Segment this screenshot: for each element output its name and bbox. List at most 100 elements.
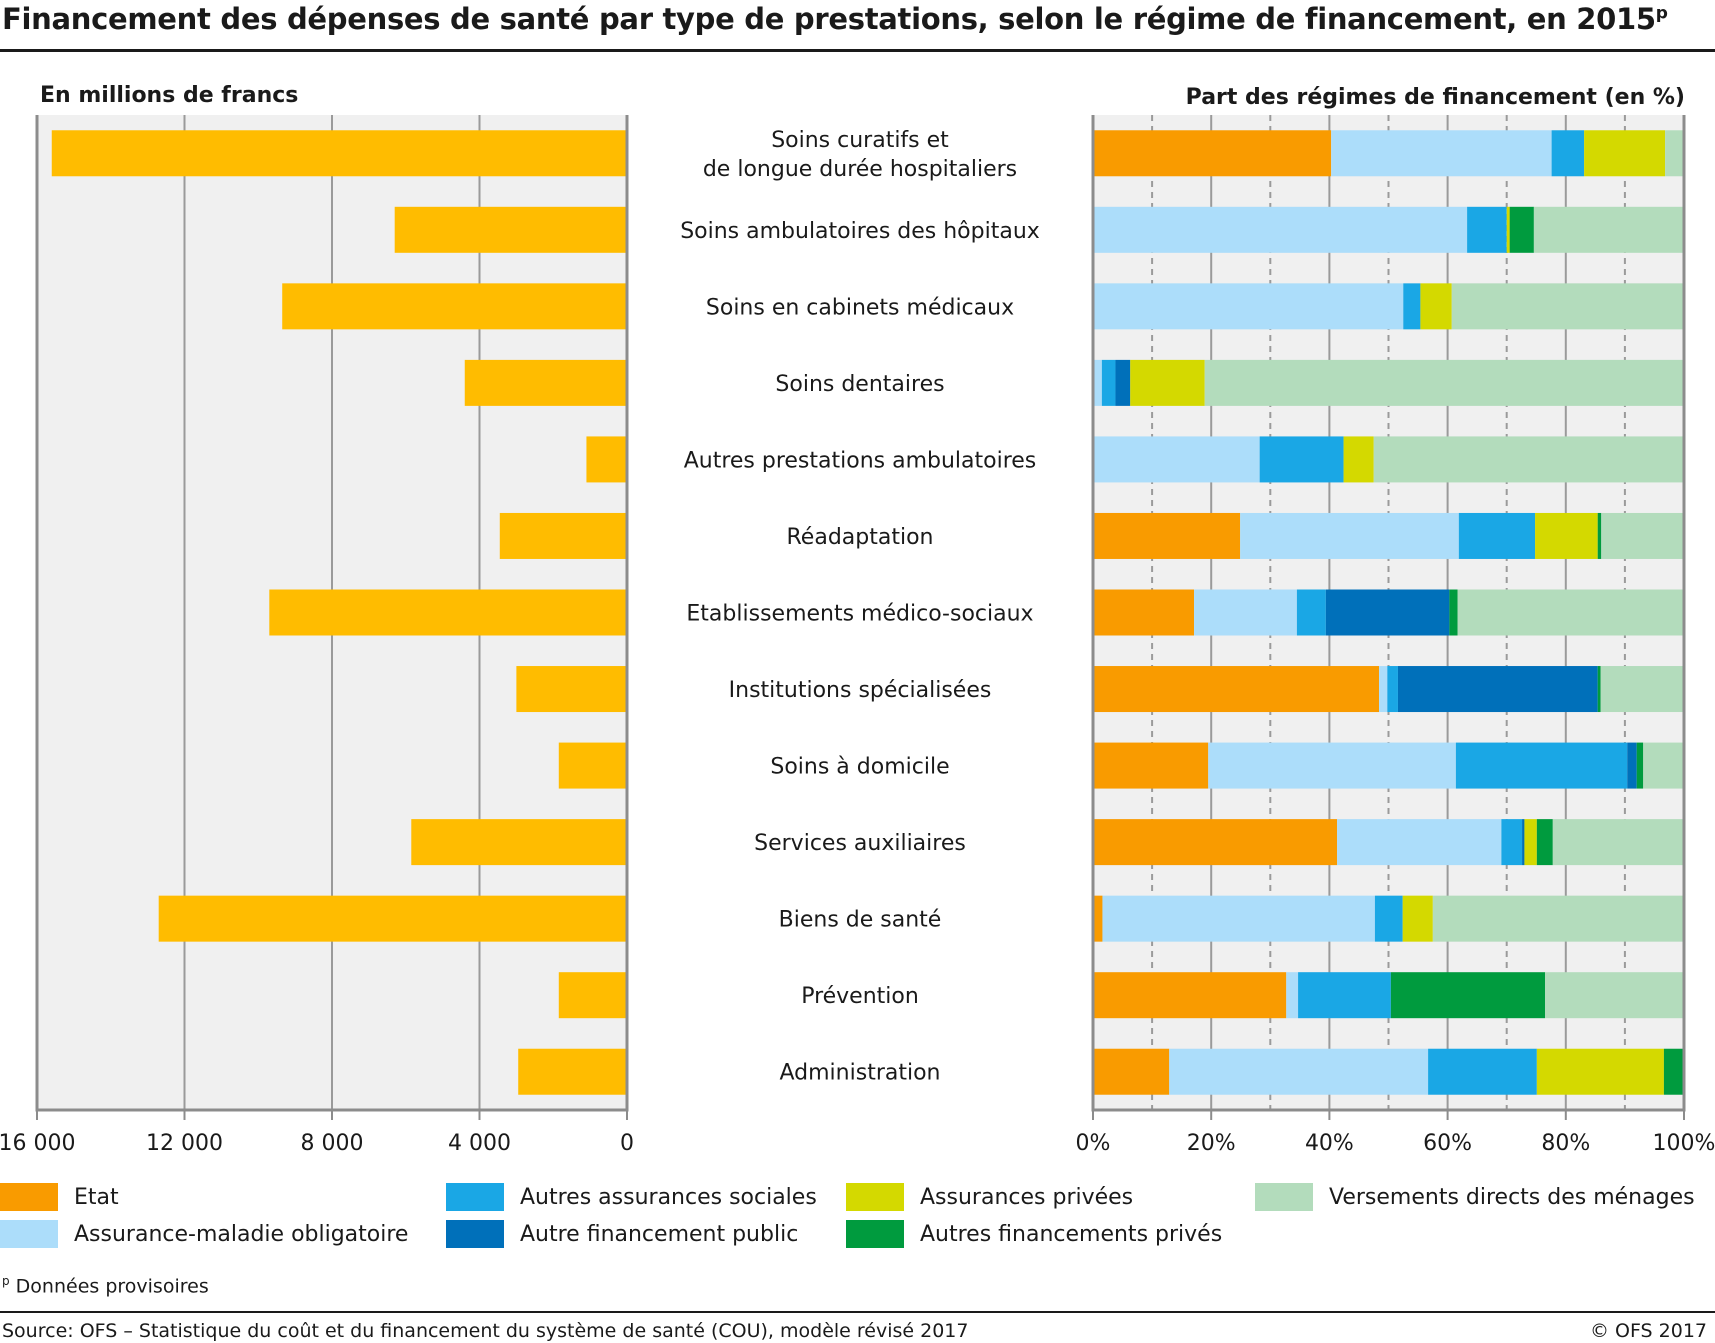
stacked-segment bbox=[1636, 742, 1644, 789]
stacked-segment bbox=[1457, 589, 1684, 636]
legend-swatch bbox=[846, 1183, 904, 1211]
left-bar bbox=[394, 206, 627, 253]
stacked-segment bbox=[1449, 589, 1458, 636]
stacked-segment bbox=[1467, 206, 1507, 253]
legend-item: Assurances privées bbox=[846, 1182, 1133, 1212]
left-tick-label: 0 bbox=[620, 1131, 634, 1156]
provisional-marker: p bbox=[1655, 3, 1668, 24]
stacked-segment bbox=[1093, 512, 1241, 559]
category-label: Services auxiliaires bbox=[754, 831, 966, 856]
stacked-segment bbox=[1286, 972, 1299, 1019]
stacked-segment bbox=[1402, 895, 1433, 942]
left-tick-label: 12 000 bbox=[146, 1131, 223, 1156]
stacked-segment bbox=[1458, 512, 1536, 559]
left-tick-label: 8 000 bbox=[301, 1131, 364, 1156]
left-bar bbox=[51, 130, 627, 177]
left-bar bbox=[518, 1048, 627, 1095]
right-axis-label: Part des régimes de financement (en %) bbox=[1186, 85, 1685, 110]
legend-item: Versements directs des ménages bbox=[1255, 1182, 1695, 1212]
stacked-segment bbox=[1545, 972, 1684, 1019]
legend-label: Versements directs des ménages bbox=[1329, 1184, 1695, 1210]
stacked-segment bbox=[1536, 1048, 1664, 1095]
right-tick-label: 20% bbox=[1187, 1131, 1236, 1156]
legend-swatch bbox=[446, 1220, 504, 1248]
stacked-segment bbox=[1093, 283, 1404, 330]
stacked-segment bbox=[1240, 512, 1459, 559]
stacked-segment bbox=[1115, 359, 1131, 406]
chart-canvas: En millions de francs Part des régimes d… bbox=[0, 83, 1715, 1156]
category-label: Soins curatifs et bbox=[771, 128, 949, 153]
left-bar bbox=[516, 666, 627, 713]
stacked-segment bbox=[1506, 206, 1510, 253]
legend-label: Assurances privées bbox=[920, 1184, 1134, 1210]
stacked-segment bbox=[1101, 359, 1116, 406]
stacked-segment bbox=[1093, 1048, 1170, 1095]
stacked-segment bbox=[1296, 589, 1326, 636]
stacked-segment bbox=[1584, 130, 1666, 177]
stacked-segment bbox=[1102, 895, 1375, 942]
category-label: Etablissements médico-sociaux bbox=[686, 602, 1033, 627]
left-tick-label: 16 000 bbox=[0, 1131, 75, 1156]
footnote-text: Données provisoires bbox=[15, 1275, 209, 1298]
stacked-segment bbox=[1522, 819, 1525, 866]
stacked-segment bbox=[1451, 283, 1684, 330]
stacked-segment bbox=[1420, 283, 1452, 330]
right-tick-label: 0% bbox=[1076, 1131, 1111, 1156]
stacked-segment bbox=[1501, 819, 1523, 866]
right-tick-label: 100% bbox=[1653, 1131, 1715, 1156]
stacked-segment bbox=[1536, 819, 1553, 866]
legend-item: Autre financement public bbox=[446, 1219, 798, 1249]
stacked-segment bbox=[1093, 206, 1468, 253]
footnote: p Données provisoires bbox=[2, 1274, 209, 1297]
category-label: Prévention bbox=[801, 984, 919, 1009]
left-bar bbox=[586, 436, 627, 483]
category-label: Soins en cabinets médicaux bbox=[706, 295, 1014, 320]
legend-label: Autres financements privés bbox=[920, 1221, 1223, 1247]
left-bar bbox=[411, 819, 627, 866]
stacked-segment bbox=[1509, 206, 1534, 253]
footnote-marker: p bbox=[2, 1274, 10, 1288]
stacked-segment bbox=[1169, 1048, 1429, 1095]
stacked-segment bbox=[1387, 666, 1398, 713]
stacked-segment bbox=[1093, 895, 1103, 942]
legend-swatch bbox=[846, 1220, 904, 1248]
stacked-segment bbox=[1093, 589, 1195, 636]
left-tick-label: 4 000 bbox=[448, 1131, 511, 1156]
legend-item: Autres assurances sociales bbox=[446, 1182, 817, 1212]
right-tick-label: 40% bbox=[1305, 1131, 1354, 1156]
stacked-segment bbox=[1428, 1048, 1537, 1095]
category-label: Autres prestations ambulatoires bbox=[684, 448, 1037, 473]
title-rule bbox=[0, 49, 1715, 52]
stacked-segment bbox=[1397, 666, 1598, 713]
category-label: Soins à domicile bbox=[770, 755, 949, 780]
stacked-segment bbox=[1403, 283, 1421, 330]
category-label: Réadaptation bbox=[787, 525, 934, 550]
stacked-segment bbox=[1600, 666, 1684, 713]
stacked-segment bbox=[1551, 130, 1585, 177]
right-tick-label: 80% bbox=[1541, 1131, 1590, 1156]
stacked-segment bbox=[1373, 436, 1684, 483]
left-bar bbox=[558, 742, 627, 789]
stacked-segment bbox=[1093, 130, 1332, 177]
stacked-segment bbox=[1093, 359, 1102, 406]
stacked-segment bbox=[1208, 742, 1456, 789]
stacked-segment bbox=[1204, 359, 1684, 406]
left-bar bbox=[499, 512, 627, 559]
stacked-segment bbox=[1535, 512, 1598, 559]
stacked-segment bbox=[1337, 819, 1502, 866]
right-tick-label: 60% bbox=[1423, 1131, 1472, 1156]
stacked-segment bbox=[1093, 972, 1287, 1019]
stacked-segment bbox=[1343, 436, 1374, 483]
legend-label: Autres assurances sociales bbox=[520, 1184, 817, 1210]
stacked-segment bbox=[1663, 1048, 1684, 1095]
stacked-segment bbox=[1524, 819, 1537, 866]
legend-label: Etat bbox=[74, 1184, 119, 1210]
stacked-segment bbox=[1665, 130, 1684, 177]
legend-swatch bbox=[0, 1220, 58, 1248]
stacked-segment bbox=[1194, 589, 1297, 636]
legend-swatch bbox=[0, 1183, 58, 1211]
category-label: Institutions spécialisées bbox=[729, 678, 992, 703]
stacked-segment bbox=[1601, 512, 1684, 559]
source-line: Source: OFS – Statistique du coût et du … bbox=[2, 1320, 969, 1342]
stacked-segment bbox=[1325, 589, 1450, 636]
